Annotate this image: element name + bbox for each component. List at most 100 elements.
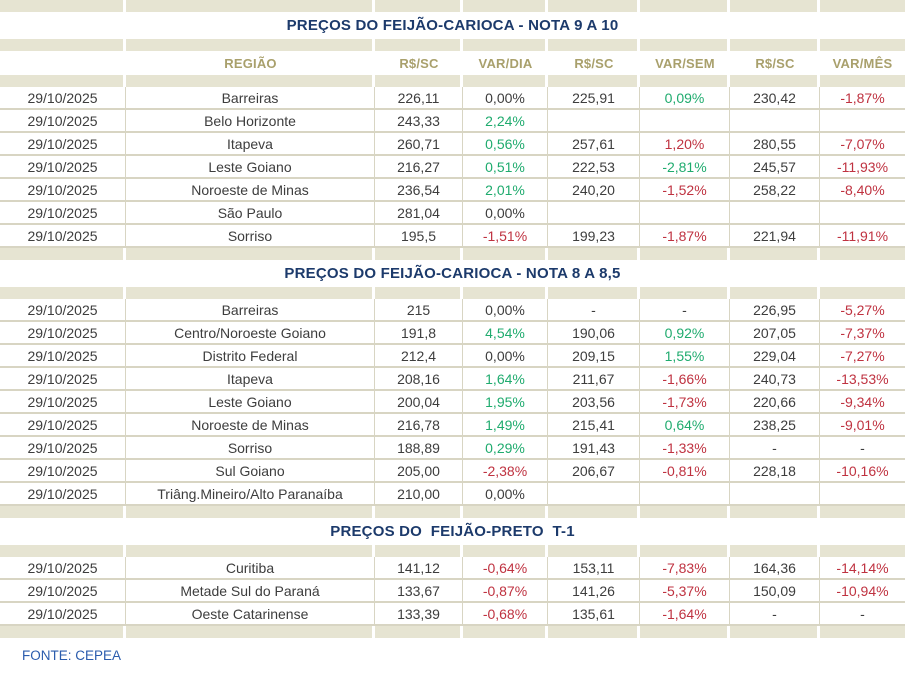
- bar-segment: [820, 0, 905, 12]
- region-cell: Noroeste de Minas: [126, 414, 375, 437]
- price-month-cell: 230,42: [730, 87, 820, 110]
- date-cell: 29/10/2025: [0, 87, 126, 110]
- price-cell: 210,00: [375, 483, 463, 506]
- date-cell: 29/10/2025: [0, 322, 126, 345]
- var-week-cell: 1,55%: [640, 345, 730, 368]
- bar-segment: [375, 0, 463, 12]
- region-cell: Sorriso: [126, 437, 375, 460]
- var-week-cell: -1,66%: [640, 368, 730, 391]
- price-week-cell: 206,67: [548, 460, 640, 483]
- var-day-cell: 0,56%: [463, 133, 548, 156]
- region-cell: Itapeva: [126, 368, 375, 391]
- price-cell: 200,04: [375, 391, 463, 414]
- price-week-cell: [548, 202, 640, 225]
- bar-segment: [126, 75, 375, 87]
- bar-segment: [0, 75, 126, 87]
- table-row: 29/10/2025 Noroeste de Minas 236,54 2,01…: [0, 179, 905, 202]
- price-week-cell: [548, 483, 640, 506]
- header-var-week: VAR/SEM: [655, 55, 715, 71]
- bar-segment: [126, 545, 375, 557]
- date-cell: 29/10/2025: [0, 110, 126, 133]
- price-cell: 281,04: [375, 202, 463, 225]
- separator-bar: [0, 39, 905, 51]
- price-month-cell: 150,09: [730, 580, 820, 603]
- var-day-cell: -0,87%: [463, 580, 548, 603]
- var-month-cell: -8,40%: [820, 179, 905, 202]
- region-cell: Sul Goiano: [126, 460, 375, 483]
- bar-segment: [375, 626, 463, 638]
- bar-segment: [548, 287, 640, 299]
- var-month-cell: -: [820, 603, 905, 626]
- region-cell: Sorriso: [126, 225, 375, 248]
- var-day-cell: 0,00%: [463, 202, 548, 225]
- region-cell: Oeste Catarinense: [126, 603, 375, 626]
- var-day-cell: 0,29%: [463, 437, 548, 460]
- price-month-cell: 280,55: [730, 133, 820, 156]
- var-month-cell: -11,91%: [820, 225, 905, 248]
- price-cell: 195,5: [375, 225, 463, 248]
- bar-segment: [820, 39, 905, 51]
- var-week-cell: -2,81%: [640, 156, 730, 179]
- separator-bar: [0, 287, 905, 299]
- region-cell: Itapeva: [126, 133, 375, 156]
- bar-segment: [640, 75, 730, 87]
- bar-segment: [640, 626, 730, 638]
- region-cell: São Paulo: [126, 202, 375, 225]
- bar-segment: [548, 0, 640, 12]
- bar-segment: [820, 248, 905, 260]
- var-week-cell: 0,09%: [640, 87, 730, 110]
- table-row: 29/10/2025 Barreiras 215 0,00% - - 226,9…: [0, 299, 905, 322]
- var-week-cell: -7,83%: [640, 557, 730, 580]
- price-cell: 215: [375, 299, 463, 322]
- price-month-cell: 238,25: [730, 414, 820, 437]
- bar-segment: [820, 545, 905, 557]
- source-note: FONTE: CEPEA: [22, 648, 122, 663]
- var-day-cell: 0,00%: [463, 87, 548, 110]
- bar-segment: [126, 506, 375, 518]
- var-day-cell: 1,49%: [463, 414, 548, 437]
- region-cell: Curitiba: [126, 557, 375, 580]
- price-month-cell: [730, 483, 820, 506]
- price-month-cell: 221,94: [730, 225, 820, 248]
- separator-bar: [0, 626, 905, 638]
- bar-segment: [375, 39, 463, 51]
- table-row: 29/10/2025 São Paulo 281,04 0,00%: [0, 202, 905, 225]
- header-price-week: R$/SC: [574, 55, 614, 71]
- separator-bar: [0, 0, 905, 12]
- region-cell: Centro/Noroeste Goiano: [126, 322, 375, 345]
- section-carioca-nota-8-85: PREÇOS DO FEIJÃO-CARIOCA - NOTA 8 A 8,5 …: [0, 248, 905, 506]
- section-title: PREÇOS DO FEIJÃO-CARIOCA - NOTA 8 A 8,5: [284, 265, 621, 282]
- bar-segment: [0, 248, 126, 260]
- table-row: 29/10/2025 Leste Goiano 216,27 0,51% 222…: [0, 156, 905, 179]
- separator-bar: [0, 75, 905, 87]
- bar-segment: [463, 75, 548, 87]
- var-month-cell: [820, 110, 905, 133]
- bar-segment: [0, 506, 126, 518]
- region-cell: Belo Horizonte: [126, 110, 375, 133]
- bar-segment: [0, 287, 126, 299]
- var-day-cell: 0,00%: [463, 299, 548, 322]
- price-cell: 260,71: [375, 133, 463, 156]
- var-day-cell: 1,64%: [463, 368, 548, 391]
- price-cell: 188,89: [375, 437, 463, 460]
- table-row: 29/10/2025 Leste Goiano 200,04 1,95% 203…: [0, 391, 905, 414]
- section-title: PREÇOS DO FEIJÃO-CARIOCA - NOTA 9 A 10: [286, 17, 619, 34]
- header-var-day: VAR/DIA: [478, 55, 533, 71]
- bar-segment: [730, 248, 820, 260]
- price-cell: 191,8: [375, 322, 463, 345]
- var-week-cell: -1,73%: [640, 391, 730, 414]
- bar-segment: [463, 506, 548, 518]
- bar-segment: [375, 506, 463, 518]
- bar-segment: [640, 39, 730, 51]
- price-month-cell: -: [730, 603, 820, 626]
- var-month-cell: [820, 202, 905, 225]
- bar-segment: [548, 248, 640, 260]
- price-month-cell: 229,04: [730, 345, 820, 368]
- bar-segment: [548, 626, 640, 638]
- table-row: 29/10/2025 Itapeva 208,16 1,64% 211,67 -…: [0, 368, 905, 391]
- table-row: 29/10/2025 Belo Horizonte 243,33 2,24%: [0, 110, 905, 133]
- var-month-cell: [820, 483, 905, 506]
- date-cell: 29/10/2025: [0, 437, 126, 460]
- bar-segment: [463, 39, 548, 51]
- region-cell: Metade Sul do Paraná: [126, 580, 375, 603]
